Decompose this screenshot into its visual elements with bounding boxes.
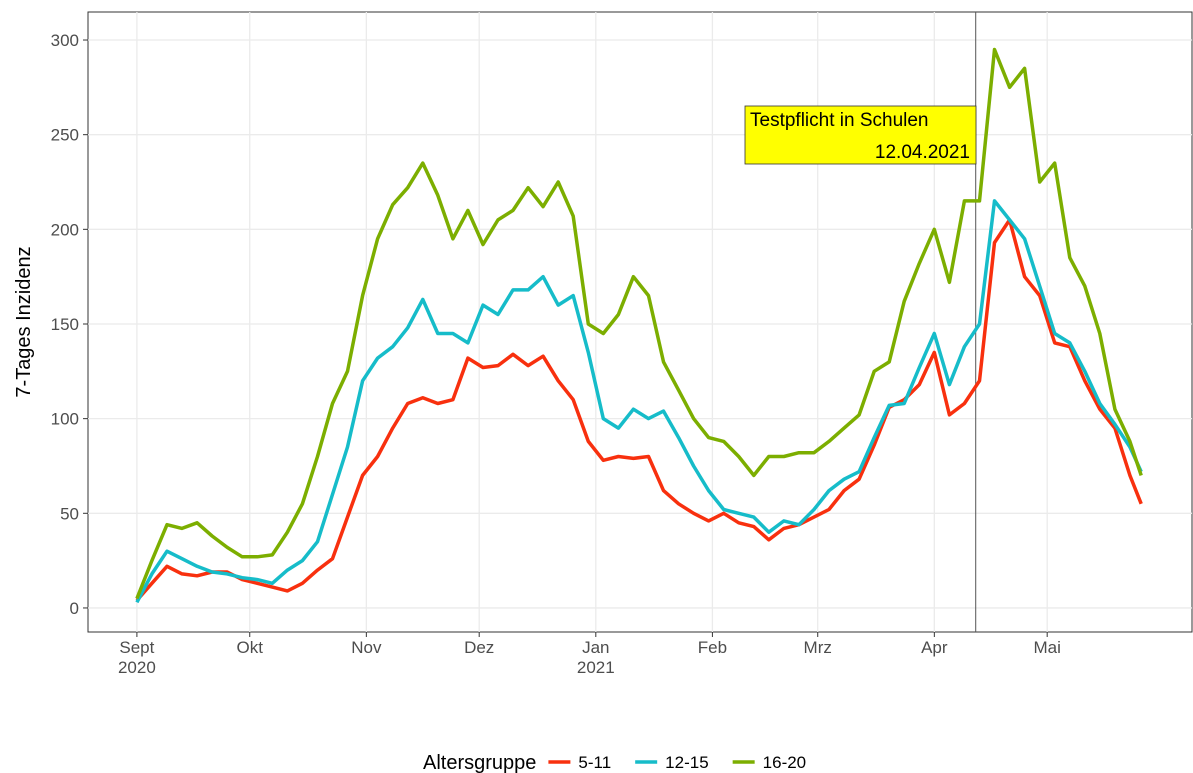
x-tick-label: Okt xyxy=(236,638,263,657)
y-tick-label: 50 xyxy=(60,504,79,523)
y-tick-label: 0 xyxy=(70,599,79,618)
legend-label: 16-20 xyxy=(763,753,806,772)
legend-label: 12-15 xyxy=(665,753,708,772)
y-tick-label: 150 xyxy=(51,315,79,334)
x-tick-label: Apr xyxy=(921,638,948,657)
y-axis-label: 7-Tages Inzidenz xyxy=(13,246,35,397)
y-tick-label: 300 xyxy=(51,31,79,50)
x-tick-label: Feb xyxy=(697,638,728,657)
x-tick-label: Mrz xyxy=(803,638,832,657)
x-tick-label: Sept 2020 xyxy=(117,638,156,677)
series-line xyxy=(135,47,1143,600)
x-tick-label: Mai xyxy=(1033,638,1061,657)
x-tick-label: Dez xyxy=(464,638,495,657)
y-tick-label: 100 xyxy=(51,410,79,429)
y-tick-label: 250 xyxy=(51,126,79,145)
annotation-date: 12.04.2021 xyxy=(875,142,970,163)
legend-label: 5-11 xyxy=(578,753,611,772)
legend-title: Altersgruppe xyxy=(423,752,536,773)
series-line xyxy=(135,218,1143,602)
annotation-box xyxy=(744,105,977,165)
series-line xyxy=(135,199,1143,604)
x-tick-label: Nov xyxy=(351,638,382,657)
x-tick-label: Jan 2021 xyxy=(576,638,615,677)
y-tick-label: 200 xyxy=(51,220,79,239)
plot-panel xyxy=(87,11,1193,633)
annotation-text: Testpflicht in Schulen xyxy=(750,110,929,131)
